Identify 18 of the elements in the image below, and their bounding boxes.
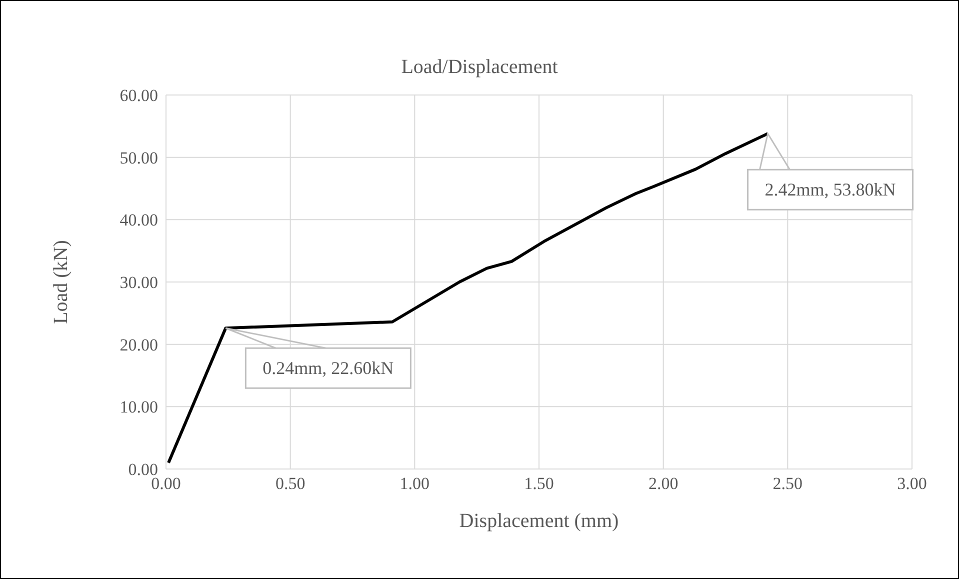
y-tick-label: 10.00	[120, 398, 158, 417]
y-tick-label: 20.00	[120, 335, 158, 354]
x-tick-label: 1.50	[524, 474, 554, 494]
annotation: 2.42mm, 53.80kN	[764, 180, 896, 200]
x-tick-label: 0.00	[151, 474, 181, 494]
y-axis-title: Load (kN)	[50, 240, 72, 324]
x-tick-label: 2.50	[772, 474, 803, 494]
x-tick-label: 3.00	[897, 474, 927, 494]
chart-title: Load/Displacement	[400, 56, 559, 79]
x-axis-title: Displacement (mm)	[459, 510, 619, 532]
y-tick-label: 60.00	[120, 86, 158, 106]
annotation: 0.24mm, 22.60kN	[262, 358, 394, 378]
x-tick-label: 2.00	[648, 474, 678, 494]
x-tick-label: 0.50	[275, 474, 306, 494]
y-tick-label: 40.00	[120, 210, 158, 230]
y-tick-label: 30.00	[120, 273, 158, 292]
x-tick-label: 1.00	[400, 474, 430, 494]
y-tick-label: 50.00	[120, 148, 158, 168]
